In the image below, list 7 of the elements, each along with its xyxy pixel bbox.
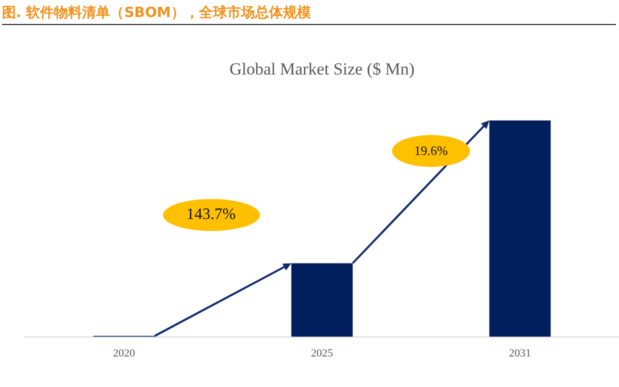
oval: 143.7% <box>162 198 260 231</box>
x-tick-label: 2025 <box>311 347 334 360</box>
x-tick-label: 2020 <box>113 347 136 360</box>
x-tick-label: 2031 <box>509 347 531 360</box>
oval: 19.6% <box>392 134 470 167</box>
chart-subtitle: 图. 软件物料清单（SBOM），全球市场总体规模 <box>2 2 616 25</box>
chart-title: Global Market Size ($ Mn) <box>229 60 415 79</box>
